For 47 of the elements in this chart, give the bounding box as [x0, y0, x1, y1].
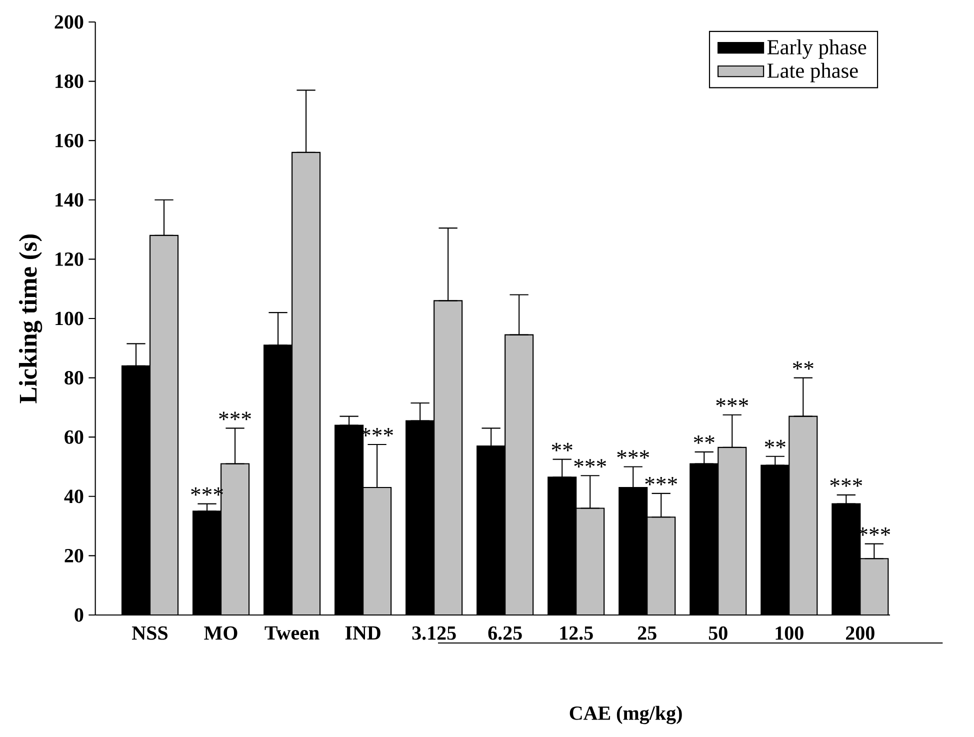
bar — [860, 558, 889, 615]
bar — [789, 416, 818, 615]
annotation: *** — [645, 476, 678, 486]
bar — [576, 508, 604, 615]
y-tick-label: 200 — [54, 15, 84, 29]
annotation: *** — [574, 459, 606, 468]
annotation: ** — [792, 361, 814, 370]
x-tick-label: IND — [345, 626, 380, 640]
bar — [718, 447, 746, 615]
bar — [363, 487, 392, 615]
y-axis-title: Licking time (s) — [18, 234, 42, 404]
x-tick-label: 25 — [638, 626, 656, 640]
y-tick-label: 120 — [56, 252, 84, 266]
annotation: *** — [617, 450, 650, 459]
annotation: *** — [716, 398, 748, 407]
annotation: ** — [694, 435, 714, 444]
y-tick-label: 40 — [64, 490, 84, 504]
y-tick-label: 160 — [56, 134, 84, 148]
y-tick-label: 60 — [64, 430, 84, 444]
x-tick-label: 3.125 — [412, 626, 456, 640]
x-tick-label: 100 — [776, 626, 804, 640]
x-tick-label: 12.5 — [560, 626, 593, 640]
legend-label: Late phase — [767, 62, 858, 82]
annotation: *** — [830, 478, 862, 487]
x-tick-label: 200 — [846, 626, 874, 640]
x-tick-label: MO — [204, 626, 238, 640]
legend-label: Early phase — [767, 39, 866, 59]
bar — [434, 300, 462, 615]
y-tick-label: 80 — [64, 371, 84, 385]
y-tick-label: 20 — [64, 548, 84, 562]
bar — [221, 464, 250, 615]
x-tick-label: 6.25 — [488, 626, 522, 640]
x-axis-title: CAE (mg/kg) — [570, 706, 682, 724]
x-tick-label: NSS — [132, 626, 168, 640]
bar — [150, 235, 178, 615]
bar — [292, 152, 320, 615]
annotation: ** — [552, 442, 572, 452]
y-tick-label: 100 — [56, 312, 84, 326]
y-tick-label: 0 — [74, 608, 84, 622]
x-tick-label: 50 — [708, 626, 728, 640]
bar — [505, 334, 534, 615]
annotation: ** — [764, 440, 786, 448]
x-tick-label: Tween — [264, 626, 320, 640]
y-tick-label: 140 — [56, 193, 84, 207]
annotation: *** — [219, 412, 251, 420]
y-tick-label: 180 — [56, 74, 84, 88]
bar — [647, 517, 676, 615]
